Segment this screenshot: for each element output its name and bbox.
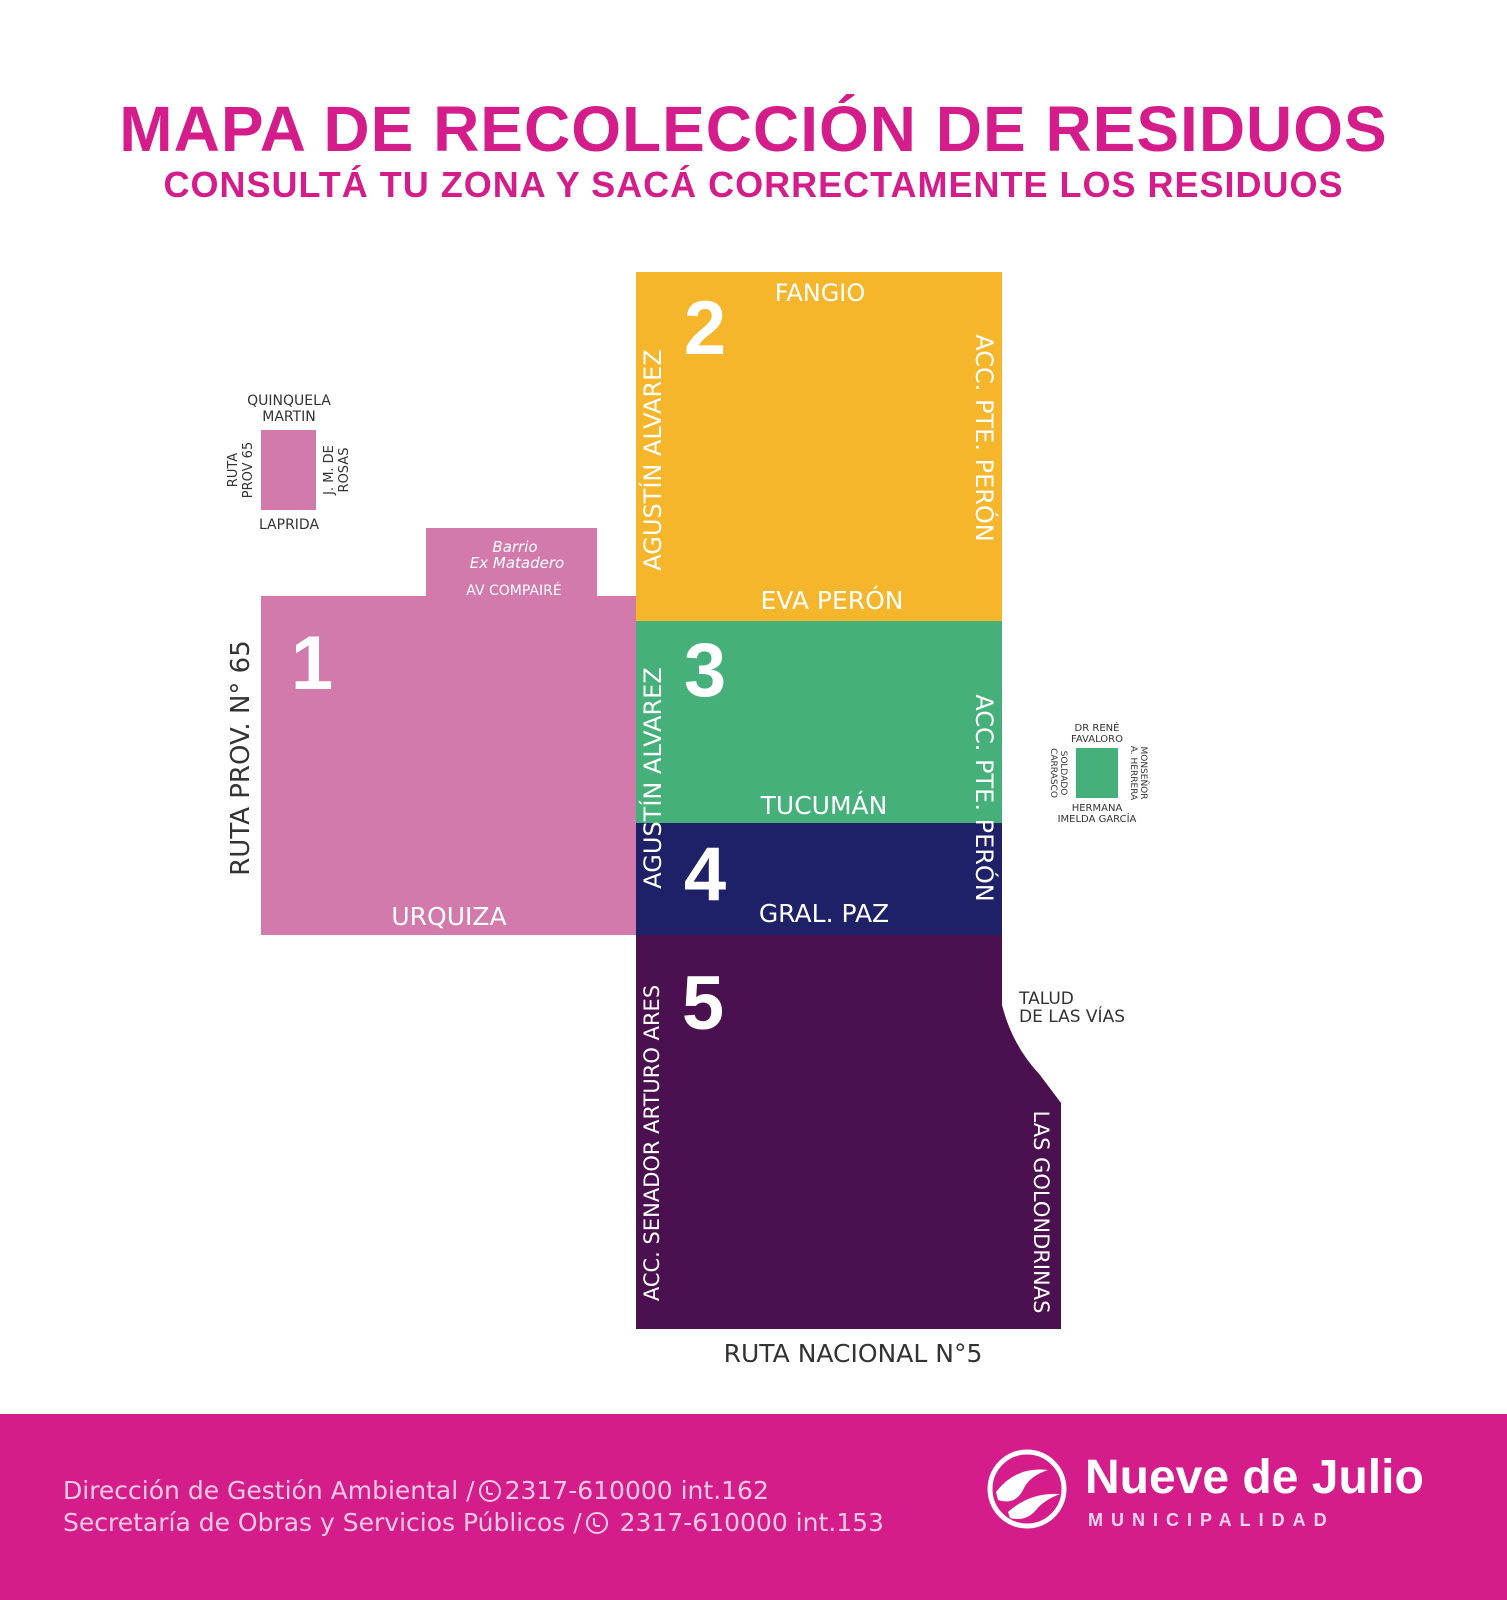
footer-phone-1[interactable]: 2317-610000 int.162 bbox=[504, 1476, 769, 1505]
zone-1-area[interactable] bbox=[261, 528, 636, 935]
street-acc-peron-zone2: ACC. PTE. PERÓN bbox=[970, 334, 1000, 541]
inset-green-left-2: CARRASCO bbox=[1048, 748, 1058, 798]
zone-number-4: 4 bbox=[684, 832, 726, 917]
whatsapp-icon bbox=[585, 1512, 608, 1534]
street-ruta-nacional-5: RUTA NACIONAL N°5 bbox=[724, 1339, 983, 1368]
inset-pink-left-1: RUTA bbox=[226, 453, 241, 487]
street-tucuman: TUCUMÁN bbox=[760, 791, 888, 820]
street-las-golondrinas: LAS GOLONDRINAS bbox=[1029, 1111, 1053, 1314]
street-acc-ares: ACC. SENADOR ARTURO ARES bbox=[640, 985, 664, 1301]
inset-pink-left-2: PROV 65 bbox=[241, 442, 256, 498]
footer-contact-2: Secretaría de Obras y Servicios Públicos… bbox=[63, 1508, 884, 1537]
street-eva-peron: EVA PERÓN bbox=[761, 585, 904, 615]
page-subtitle: CONSULTÁ TU ZONA Y SACÁ CORRECTAMENTE LO… bbox=[163, 164, 1344, 205]
zone-5-area[interactable] bbox=[636, 935, 1061, 1329]
zone-number-3: 3 bbox=[684, 628, 726, 713]
street-urquiza: URQUIZA bbox=[391, 902, 506, 931]
inset-pink-right-2: ROSAS bbox=[337, 448, 352, 493]
inset-green-right-1: MONSEÑOR bbox=[1138, 746, 1149, 799]
logo-subtitle: MUNICIPALIDAD bbox=[1088, 1510, 1335, 1530]
inset-pink-top-2: MARTIN bbox=[262, 409, 316, 425]
talud-label-1: TALUD bbox=[1018, 989, 1074, 1009]
footer-contact-1: Dirección de Gestión Ambiental / 2317-610… bbox=[63, 1476, 769, 1505]
inset-green-top-1: DR RENÉ bbox=[1075, 721, 1120, 734]
inset-green-block[interactable] bbox=[1076, 748, 1118, 798]
talud-label-2: DE LAS VÍAS bbox=[1019, 1005, 1125, 1027]
street-agustin-alvarez-zone2: AGUSTÍN ALVAREZ bbox=[638, 349, 667, 570]
footer-dept-1: Dirección de Gestión Ambiental / bbox=[63, 1476, 475, 1505]
inset-green-top-2: FAVALORO bbox=[1071, 734, 1123, 745]
page-title: MAPA DE RECOLECCIÓN DE RESIDUOS bbox=[119, 93, 1388, 165]
inset-green-bottom-2: IMELDA GARCÍA bbox=[1058, 812, 1137, 825]
zone-number-2: 2 bbox=[684, 286, 726, 371]
barrio-label-2: Ex Matadero bbox=[470, 554, 564, 572]
inset-green-right-2: A. HERRERA bbox=[1128, 746, 1138, 801]
footer-phone-2[interactable]: 2317-610000 int.153 bbox=[619, 1508, 884, 1537]
zone-3-area[interactable] bbox=[636, 621, 1002, 823]
street-gral-paz: GRAL. PAZ bbox=[759, 899, 889, 928]
inset-pink-bottom: LAPRIDA bbox=[259, 517, 320, 533]
inset-pink-top-1: QUINQUELA bbox=[247, 393, 331, 409]
inset-green-bottom-1: HERMANA bbox=[1072, 803, 1123, 814]
inset-pink-block[interactable] bbox=[261, 430, 316, 510]
street-av-compaire: AV COMPAIRÉ bbox=[466, 582, 561, 599]
street-ruta-prov-65: RUTA PROV. N° 65 bbox=[226, 640, 256, 876]
footer-dept-2: Secretaría de Obras y Servicios Públicos… bbox=[63, 1508, 582, 1537]
logo-name: Nueve de Julio bbox=[1085, 1451, 1424, 1504]
zone-number-1: 1 bbox=[291, 621, 333, 706]
zone-map: 1 2 3 4 5 FANGIO EVA PERÓN TUCUMÁN GRAL.… bbox=[226, 272, 1149, 1368]
street-fangio: FANGIO bbox=[775, 279, 866, 307]
footer-bar: Dirección de Gestión Ambiental / 2317-610… bbox=[0, 1414, 1507, 1600]
whatsapp-icon bbox=[478, 1480, 501, 1502]
zone-number-5: 5 bbox=[682, 961, 724, 1046]
municipality-logo-icon bbox=[987, 1449, 1067, 1529]
zone-4-area[interactable] bbox=[636, 823, 1002, 935]
barrio-label-1: Barrio bbox=[492, 538, 537, 556]
zone-2-area[interactable] bbox=[636, 272, 1002, 621]
inset-pink-right-1: J. M. DE bbox=[322, 445, 337, 496]
street-acc-peron-zone3-4: ACC. PTE. PERÓN bbox=[970, 694, 1000, 901]
street-agustin-alvarez-zone3-4: AGUSTÍN ALVAREZ bbox=[638, 667, 667, 888]
inset-green-left-1: SOLDADO bbox=[1058, 751, 1068, 796]
